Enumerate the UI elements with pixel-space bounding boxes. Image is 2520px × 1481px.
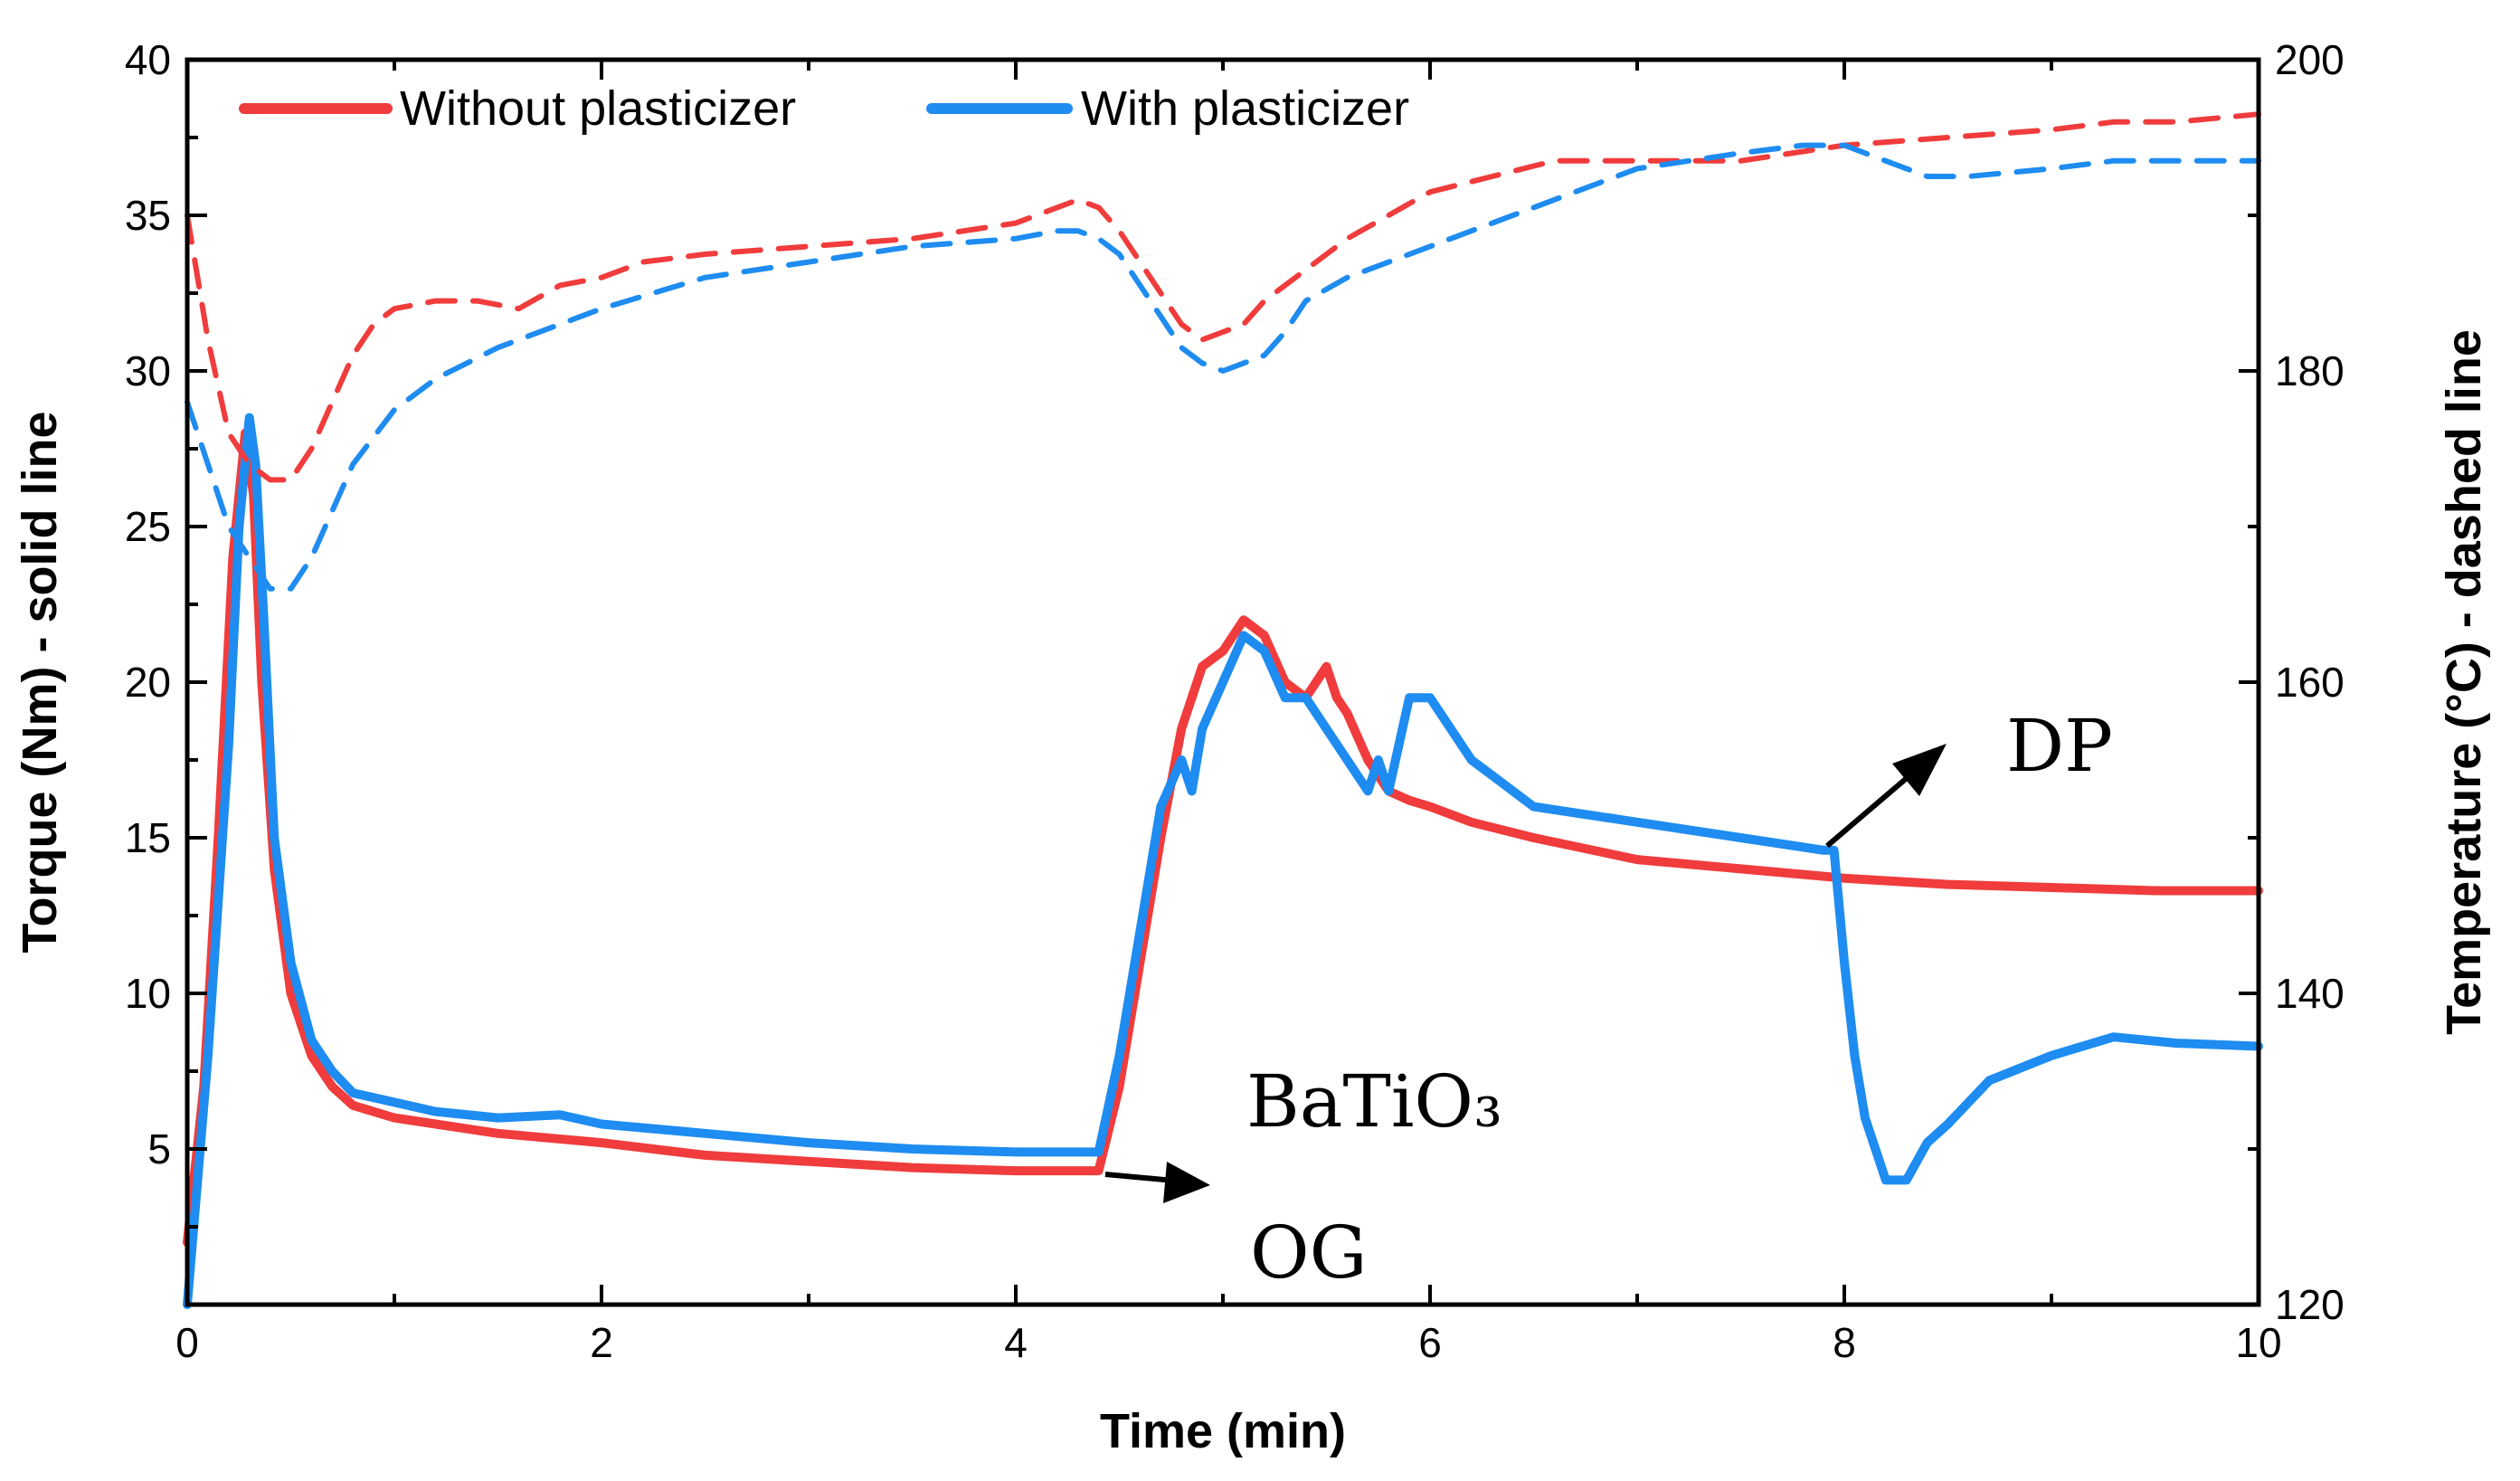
x-tick-label: 8	[1833, 1319, 1856, 1366]
y-tick-label: 20	[125, 659, 171, 706]
y-tick-label: 35	[125, 192, 171, 239]
series-line-without-plasticizer	[183, 428, 2263, 1248]
annotation-label-dp: DP	[2006, 704, 2113, 788]
x-tick-label: 0	[175, 1319, 199, 1366]
y-tick-label: 25	[125, 503, 171, 550]
annotation-arrow-dp-icon	[1825, 775, 1909, 849]
y-tick-label: 5	[147, 1125, 171, 1172]
annotation-arrowhead-og-icon	[1163, 1162, 1210, 1203]
x-tick-label: 10	[2235, 1319, 2281, 1366]
series-line-with-plasticizer-temperature	[185, 142, 2261, 592]
y-tick-label: 15	[125, 814, 171, 861]
y2-tick-label: 140	[2275, 970, 2345, 1017]
x-tick-label: 6	[1418, 1319, 1442, 1366]
legend-label-with: With plasticizer	[1081, 81, 1409, 136]
y-tick-label: 40	[125, 36, 171, 83]
y2-axis-title: Temperature (°C) - dashed line	[2437, 329, 2491, 1035]
series-line-with-plasticizer	[183, 413, 2263, 1309]
x-tick-label: 4	[1004, 1319, 1028, 1366]
ticks-layer: 0 2 4 6 8 10 5 10 15 20 25 30 35 40 120 140 160 180 200	[125, 36, 2345, 1366]
annotation-arrowhead-dp-icon	[1892, 744, 1947, 796]
y2-tick-label: 120	[2275, 1281, 2345, 1328]
y2-tick-label: 160	[2275, 659, 2345, 706]
y2-tick-label: 200	[2275, 36, 2345, 83]
y2-tick-label: 180	[2275, 347, 2345, 394]
annotation-og: OG	[1104, 1162, 1368, 1295]
legend-label-without: Without plasticizer	[400, 81, 796, 136]
annotation-label-og: OG	[1250, 1210, 1368, 1295]
y-tick-label: 30	[125, 347, 171, 394]
series-line-without-plasticizer-temperature	[185, 111, 2261, 483]
annotation-dp: DP	[1825, 704, 2113, 849]
legend: Without plasticizer With plasticizer	[239, 81, 1409, 136]
x-axis-title: Time (min)	[1100, 1404, 1346, 1458]
y-axis-title: Torque (Nm) - solid line	[13, 412, 67, 954]
series-layer	[183, 111, 2263, 1309]
annotation-batio3: BaTiO₃	[1246, 1059, 1502, 1144]
annotation-label-batio3: BaTiO₃	[1246, 1059, 1502, 1144]
annotation-arrow-og-icon	[1104, 1172, 1175, 1183]
x-tick-label: 2	[590, 1319, 613, 1366]
y-tick-label: 10	[125, 970, 171, 1017]
